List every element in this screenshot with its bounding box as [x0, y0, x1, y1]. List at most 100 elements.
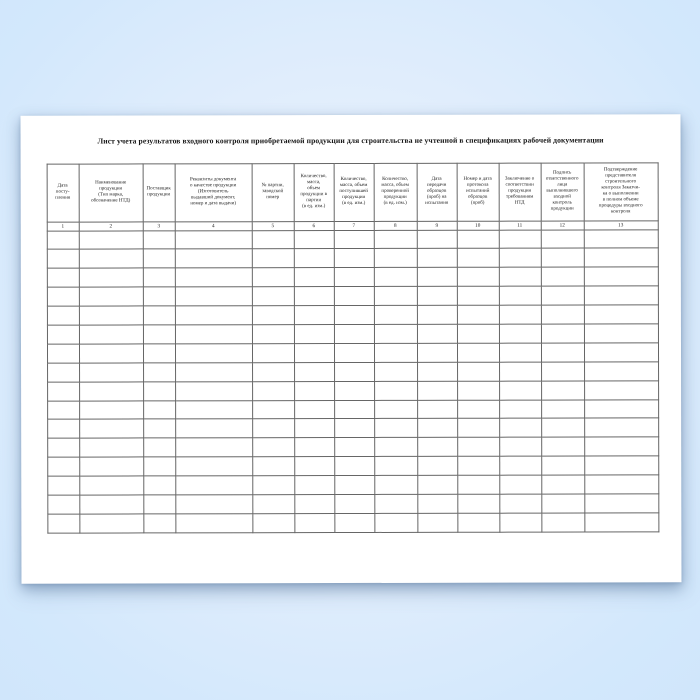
empty-cell — [78, 287, 143, 307]
empty-cell — [79, 476, 144, 496]
empty-cell — [499, 399, 542, 419]
column-header-inspector-signature: Подпись ответственного лица выполнившего… — [540, 162, 584, 221]
empty-cell — [374, 362, 418, 382]
empty-cell — [374, 475, 418, 495]
empty-data-row — [46, 342, 659, 363]
empty-cell — [584, 512, 659, 532]
empty-cell — [174, 286, 252, 306]
empty-data-row — [46, 267, 658, 288]
empty-cell — [78, 268, 143, 288]
empty-cell — [457, 475, 500, 495]
empty-cell — [541, 493, 585, 513]
empty-cell — [373, 324, 417, 344]
empty-cell — [499, 475, 542, 495]
empty-data-row — [47, 418, 659, 439]
empty-cell — [46, 306, 79, 326]
empty-cell — [374, 494, 418, 514]
empty-cell — [584, 456, 659, 476]
empty-cell — [175, 381, 253, 401]
empty-cell — [251, 230, 294, 250]
empty-data-row — [47, 399, 659, 420]
empty-cell — [79, 400, 144, 420]
empty-cell — [373, 286, 417, 306]
column-number: 13 — [583, 220, 658, 230]
empty-cell — [373, 248, 417, 268]
empty-cell — [333, 229, 374, 249]
empty-cell — [142, 343, 176, 363]
empty-cell — [584, 437, 659, 457]
empty-cell — [499, 361, 542, 381]
empty-cell — [252, 456, 295, 476]
empty-cell — [540, 286, 584, 306]
column-number: 1 — [46, 221, 79, 231]
empty-cell — [251, 324, 294, 344]
empty-cell — [251, 286, 294, 306]
empty-cell — [294, 362, 335, 382]
empty-cell — [456, 267, 499, 287]
empty-data-row — [47, 456, 659, 477]
column-number: 4 — [174, 221, 252, 231]
empty-cell — [143, 381, 176, 401]
empty-cell — [143, 419, 176, 439]
empty-cell — [416, 248, 457, 268]
column-number: 12 — [540, 220, 584, 230]
empty-cell — [252, 475, 295, 495]
column-number: 5 — [251, 221, 294, 231]
column-header-qty-received: Количество, масса, объем поступившей про… — [333, 162, 374, 222]
empty-cell — [416, 229, 457, 249]
empty-cell — [47, 495, 80, 514]
column-header-supplier: Поставщик продукции — [142, 163, 175, 222]
column-number: 8 — [373, 220, 417, 230]
empty-cell — [417, 380, 458, 400]
empty-cell — [78, 230, 143, 250]
column-number: 9 — [416, 220, 457, 230]
empty-cell — [252, 513, 295, 533]
column-number: 3 — [142, 221, 175, 231]
empty-cell — [79, 381, 144, 401]
empty-cell — [46, 230, 79, 250]
empty-cell — [584, 399, 659, 419]
empty-cell — [333, 305, 374, 325]
empty-cell — [584, 418, 659, 438]
empty-cell — [499, 456, 542, 476]
empty-cell — [584, 474, 659, 494]
empty-cell — [175, 513, 253, 533]
empty-cell — [541, 380, 585, 400]
empty-cell — [373, 305, 417, 325]
empty-cell — [334, 475, 375, 495]
empty-cell — [79, 494, 144, 514]
empty-cell — [541, 456, 585, 476]
empty-cell — [457, 418, 500, 438]
empty-cell — [79, 513, 144, 533]
empty-cell — [498, 229, 541, 249]
incoming-control-log-table: Дата посту- пления Наименование продукци… — [46, 161, 659, 534]
empty-cell — [417, 494, 458, 514]
empty-cell — [47, 419, 80, 439]
empty-cell — [334, 399, 375, 419]
empty-cell — [143, 457, 176, 477]
empty-cell — [541, 399, 585, 419]
empty-cell — [417, 418, 458, 438]
empty-cell — [143, 438, 176, 458]
empty-data-row — [47, 493, 659, 514]
empty-cell — [143, 362, 176, 382]
empty-cell — [498, 324, 541, 344]
empty-cell — [47, 362, 80, 382]
column-number: 6 — [293, 221, 334, 231]
empty-cell — [46, 249, 79, 269]
empty-data-row — [46, 323, 658, 344]
empty-cell — [252, 362, 295, 382]
empty-cell — [46, 325, 79, 344]
empty-cell — [293, 305, 334, 325]
column-number: 7 — [333, 220, 374, 231]
empty-cell — [175, 494, 253, 514]
empty-cell — [143, 400, 176, 420]
empty-cell — [499, 512, 542, 532]
empty-cell — [142, 230, 175, 250]
empty-cell — [334, 437, 375, 457]
empty-cell — [457, 456, 500, 476]
empty-cell — [498, 342, 542, 362]
empty-cell — [174, 324, 252, 344]
empty-cell — [251, 249, 294, 268]
empty-cell — [333, 324, 374, 344]
